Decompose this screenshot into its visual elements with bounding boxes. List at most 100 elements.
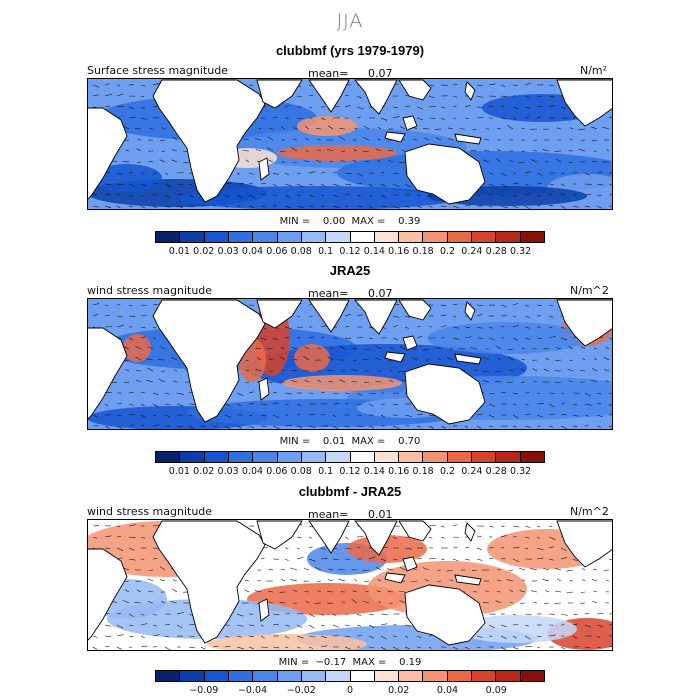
wind-arrow: [329, 160, 334, 163]
wind-arrow: [280, 347, 286, 350]
wind-arrow: [500, 558, 506, 560]
wind-arrow: [363, 359, 370, 361]
wind-arrow: [422, 348, 430, 351]
wind-arrow: [593, 358, 598, 361]
wind-arrow: [446, 569, 454, 572]
wind-arrow: [308, 425, 316, 428]
wind-arrow: [572, 403, 577, 406]
coastline: [258, 157, 270, 181]
colorbar-swatch: [374, 452, 400, 462]
wind-arrow: [236, 624, 244, 627]
wind-arrow: [500, 326, 505, 328]
wind-arrow: [509, 369, 514, 372]
colorbar-tick-label: 0.02: [193, 466, 215, 477]
colorbar-swatch: [253, 452, 278, 462]
wind-arrow: [290, 567, 298, 571]
wind-arrow: [392, 646, 400, 651]
wind-arrow: [404, 326, 409, 329]
wind-arrow: [404, 315, 411, 318]
wind-arrow: [212, 645, 219, 648]
wind-arrow: [596, 392, 602, 395]
wind-arrow: [344, 183, 352, 186]
wind-arrow: [530, 590, 538, 593]
wind-arrow: [290, 579, 298, 582]
wind-arrow: [296, 326, 304, 329]
wind-arrow: [404, 183, 411, 188]
wind-arrow: [452, 303, 458, 306]
wind-arrow: [293, 138, 298, 141]
wind-arrow: [392, 425, 400, 429]
coastline: [256, 520, 303, 550]
wind-arrow: [524, 613, 532, 615]
wind-arrow: [160, 139, 166, 142]
wind-arrow: [365, 591, 370, 593]
wind-arrow: [428, 106, 436, 108]
wind-arrow: [536, 635, 542, 638]
wind-arrow: [464, 425, 469, 428]
panel-1-minmax: MIN = 0.00 MAX = 0.39: [279, 216, 421, 227]
wind-arrow: [248, 182, 253, 185]
colorbar-tick-label: 0.32: [510, 246, 532, 257]
wind-arrow: [500, 547, 505, 549]
wind-arrow: [496, 591, 502, 593]
wind-arrow: [399, 346, 406, 350]
panel-1-units: N/m²: [580, 64, 608, 77]
wind-arrow: [140, 424, 145, 427]
wind-arrow: [572, 205, 579, 208]
wind-arrow: [545, 590, 550, 593]
wind-arrow: [242, 150, 250, 152]
wind-arrow: [92, 94, 100, 97]
wind-arrow: [147, 601, 154, 604]
colorbar-swatch: [228, 671, 254, 681]
wind-arrow: [524, 315, 530, 318]
wind-arrow: [320, 624, 325, 627]
wind-arrow: [116, 414, 122, 417]
wind-arrow: [556, 578, 562, 582]
wind-arrow: [596, 171, 603, 174]
wind-arrow: [608, 403, 613, 407]
wind-arrow: [536, 105, 543, 108]
wind-arrow: [254, 590, 262, 593]
wind-arrow: [172, 136, 178, 141]
wind-arrow: [353, 149, 358, 152]
wind-arrow: [401, 149, 406, 152]
wind-arrow: [416, 325, 422, 328]
wind-arrow: [521, 127, 526, 130]
wind-arrow: [436, 580, 442, 582]
colorbar-swatch: [472, 452, 497, 462]
wind-arrow: [545, 161, 550, 163]
wind-arrow: [470, 150, 478, 152]
wind-arrow: [344, 425, 350, 428]
wind-arrow: [320, 336, 325, 339]
wind-arrow: [364, 381, 370, 384]
wind-arrow: [404, 635, 409, 638]
contour-region: [457, 615, 577, 643]
wind-arrow: [272, 613, 280, 615]
wind-arrow: [200, 205, 205, 207]
wind-arrow: [92, 193, 98, 196]
panel-3-colorbar: [155, 670, 545, 682]
wind-arrow: [512, 303, 519, 306]
wind-arrow: [140, 194, 145, 197]
wind-arrow: [518, 161, 526, 164]
wind-arrow: [446, 357, 454, 361]
wind-arrow: [592, 160, 598, 163]
wind-arrow: [554, 590, 562, 593]
wind-arrow: [356, 194, 361, 197]
colorbar-tick-label: 0.09: [485, 685, 507, 696]
wind-arrow: [128, 183, 136, 187]
wind-arrow: [500, 646, 507, 651]
wind-arrow: [497, 579, 502, 582]
wind-arrow: [399, 126, 406, 130]
wind-arrow: [92, 635, 98, 638]
wind-arrow: [536, 547, 544, 551]
wind-arrow: [524, 635, 531, 640]
wind-arrow: [320, 547, 326, 550]
coastline: [556, 79, 613, 127]
wind-arrow: [428, 194, 433, 197]
wind-arrow: [161, 127, 166, 130]
wind-arrow: [332, 558, 339, 561]
wind-arrow: [476, 326, 483, 329]
wind-arrow: [104, 93, 112, 97]
wind-arrow: [327, 356, 334, 361]
